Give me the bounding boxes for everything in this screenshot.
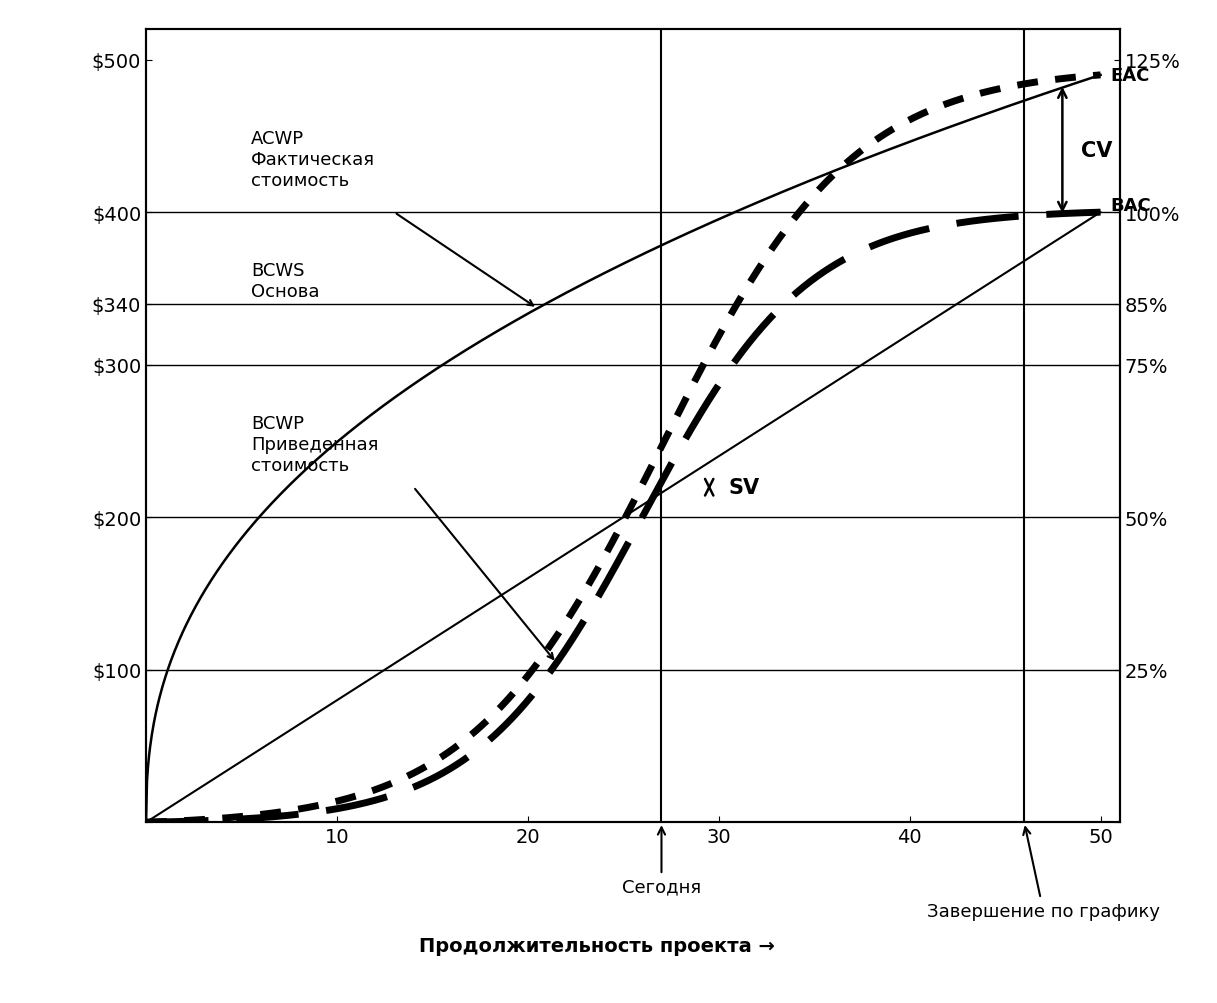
Text: Сегодня: Сегодня: [622, 827, 701, 896]
Text: BCWP
Приведенная
стоимость: BCWP Приведенная стоимость: [251, 415, 378, 474]
Text: SV: SV: [728, 477, 759, 497]
Text: Завершение по графику: Завершение по графику: [927, 827, 1160, 920]
Text: BAC: BAC: [1110, 197, 1151, 215]
Text: ACWP
Фактическая
стоимость: ACWP Фактическая стоимость: [251, 129, 375, 190]
Text: Продолжительность проекта →: Продолжительность проекта →: [419, 936, 774, 955]
Text: BCWS
Основа: BCWS Основа: [251, 262, 320, 301]
Text: EAC: EAC: [1110, 67, 1150, 85]
Text: CV: CV: [1082, 140, 1112, 160]
